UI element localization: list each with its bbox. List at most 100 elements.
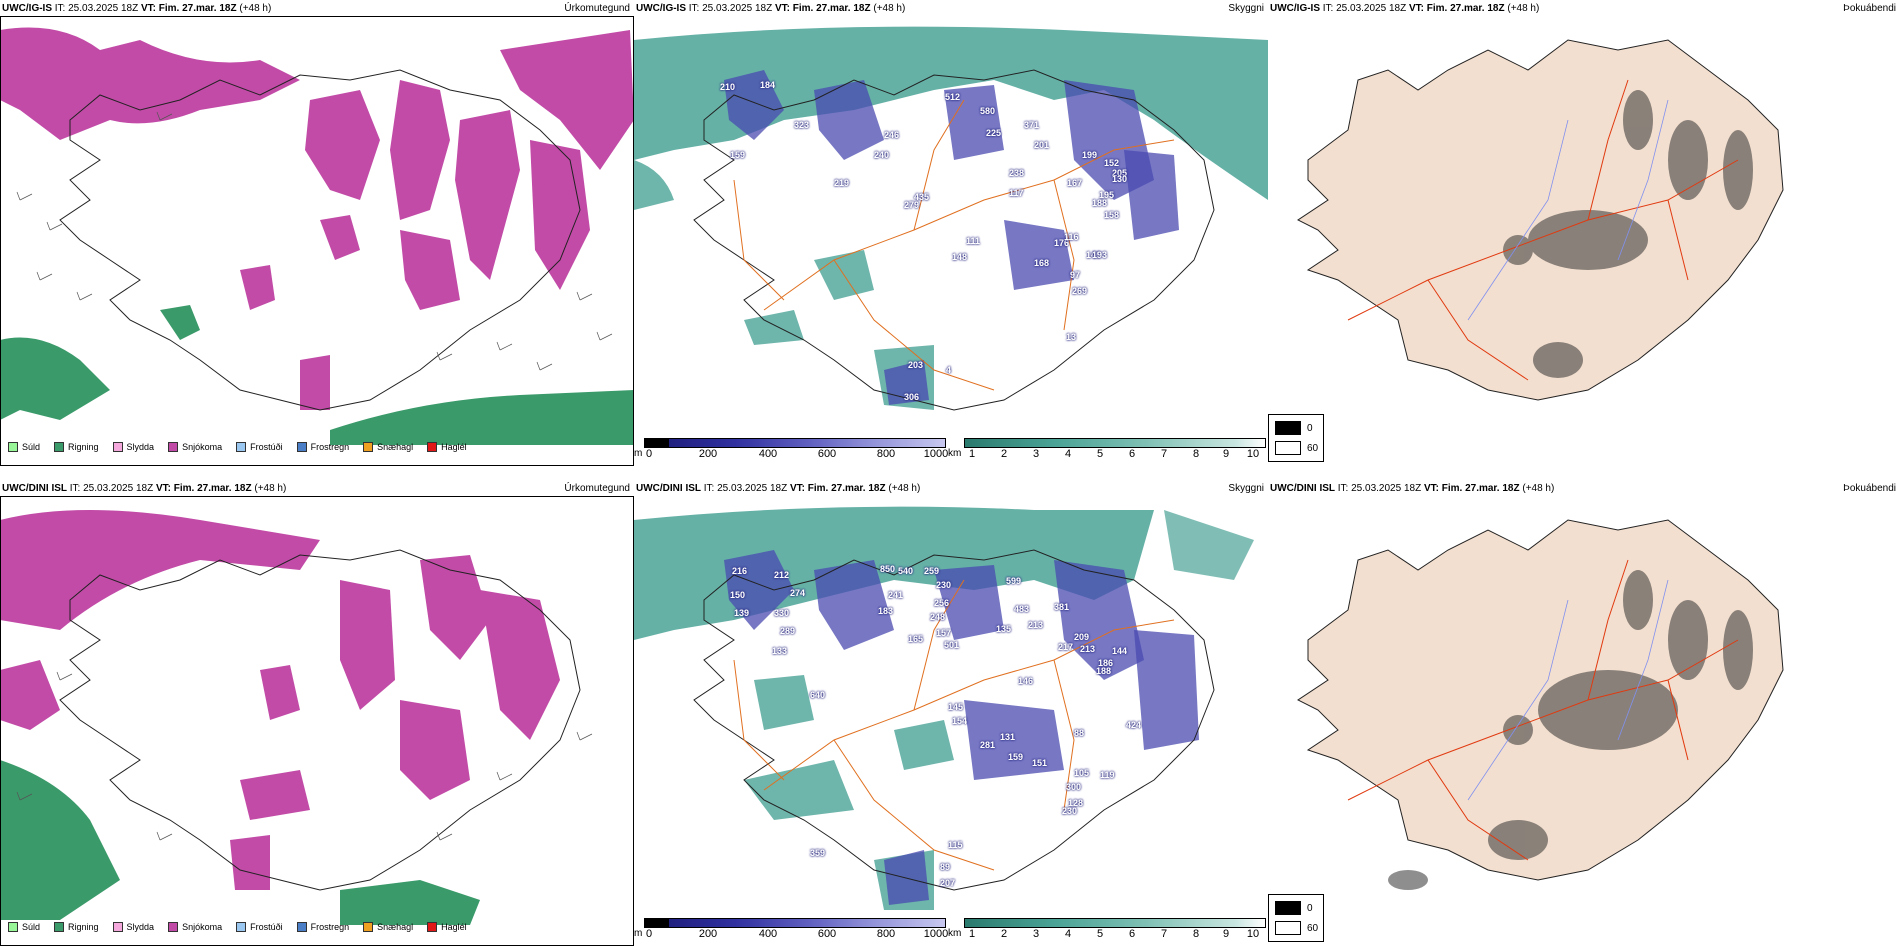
cloud-base-value: 217	[1058, 642, 1074, 652]
visibility-tick: 6	[1128, 448, 1136, 460]
iceland-outline	[59, 69, 581, 411]
precip-map-row2	[0, 496, 634, 946]
visibility-colorbar: km 1 2 3 4 5 6 7 8 9 10	[948, 918, 1268, 946]
cloud-base-value: 225	[986, 128, 1002, 138]
ceiling-colorbar: m 0 200 400 600 800 1000	[634, 438, 948, 466]
cloud-base-value: 259	[924, 566, 940, 576]
snow-area	[390, 80, 450, 220]
iceland-outline	[59, 549, 581, 891]
fog-legend-row: 0	[1275, 901, 1313, 915]
cloud-base-value: 89	[940, 862, 951, 872]
legend-swatch	[363, 922, 374, 932]
fog-shading	[1388, 570, 1753, 890]
cloud-base-value: 144	[1112, 646, 1128, 656]
cloud-base-value: 483	[1014, 604, 1030, 614]
panel-title: UWC/IG-IS IT: 25.03.2025 18Z VT: Fim. 27…	[1270, 3, 1540, 14]
visibility-tick: 5	[1096, 448, 1104, 460]
cloud-base-value: 256	[934, 598, 950, 608]
cloud-base-value: 199	[1082, 150, 1098, 160]
legend-item: Rigning	[54, 922, 99, 932]
cloud-base-value: 195	[1099, 190, 1115, 200]
legend-swatch	[236, 442, 247, 452]
cloud-base-value: 128	[1068, 798, 1084, 808]
cloud-base-value: 148	[952, 252, 968, 262]
cloud-map-row1	[634, 26, 1268, 411]
visibility-tick: 9	[1222, 928, 1230, 940]
cloud-base-value: 119	[1100, 770, 1115, 780]
ceiling-colorbar: m 0 200 400 600 800 1000	[634, 918, 948, 946]
panel-label: Úrkomutegund	[564, 483, 630, 494]
cloud-base-value: 210	[720, 82, 736, 92]
snow-area	[240, 770, 310, 820]
legend-swatch	[8, 922, 18, 932]
snow-area	[540, 150, 570, 210]
cloud-base-value: 435	[914, 192, 930, 202]
visibility-tick: 1	[968, 448, 976, 460]
cloud-base-value: 212	[774, 570, 790, 580]
iceland-outline	[693, 549, 1215, 891]
ceiling-tick: 200	[698, 928, 718, 940]
visibility-area	[754, 675, 814, 730]
cloud-base-value: 424	[1126, 720, 1142, 730]
ceiling-tick: 1000	[923, 448, 949, 460]
fog-panel-row2: UWC/DINI ISL IT: 25.03.2025 18Z VT: Fim.…	[1268, 480, 1900, 950]
fog-map-row2	[1297, 519, 1784, 890]
cloud-base-value: 117	[1009, 188, 1024, 198]
ceiling-tick: 1000	[923, 928, 949, 940]
precip-type-panel-row1: UWC/IG-IS IT: 25.03.2025 18Z VT: Fim. 27…	[0, 0, 634, 470]
fog-legend: 0 60	[1268, 414, 1324, 462]
rain-area	[0, 337, 110, 420]
panel-title: UWC/IG-IS IT: 25.03.2025 18Z VT: Fim. 27…	[2, 3, 272, 14]
cloud-base-value: 238	[1009, 168, 1025, 178]
legend-item: Rigning	[54, 442, 99, 452]
legend-item: Súld	[8, 922, 40, 932]
fog-swatch	[1275, 901, 1301, 915]
ceiling-tick: 400	[758, 448, 778, 460]
legend-swatch	[112, 442, 123, 452]
legend-swatch	[236, 922, 247, 932]
ceiling-tick: 200	[698, 448, 718, 460]
visibility-colorbar: km 1 2 3 4 5 6 7 8 9 10	[948, 438, 1268, 466]
visibility-tick: 2	[1000, 928, 1008, 940]
snow-area	[260, 665, 300, 720]
cloud-base-area	[814, 560, 894, 650]
snow-area	[400, 230, 460, 310]
visibility-area	[634, 26, 1268, 200]
cloud-base-value: 88	[1074, 728, 1085, 738]
precip-legend: Súld Rigning Slydda Snjókoma Frostúði Fr…	[0, 916, 473, 938]
cloud-base-area	[884, 360, 929, 405]
fog-swatch	[1275, 921, 1301, 935]
cloud-base-value: 183	[878, 606, 894, 616]
cloud-base-value: 306	[904, 392, 920, 402]
visibility-tick: 3	[1032, 448, 1040, 460]
cloud-base-value: 371	[1024, 120, 1040, 130]
cloud-base-value: 359	[810, 848, 826, 858]
legend-swatch	[8, 442, 18, 452]
visibility-gradient	[964, 438, 1266, 448]
visibility-gradient	[964, 918, 1266, 928]
ceiling-unit: m	[634, 448, 643, 459]
snow-area	[300, 355, 330, 410]
cloud-base-value: 330	[774, 608, 790, 618]
visibility-tick: 1	[968, 928, 976, 940]
cloud-base-value: 240	[874, 150, 890, 160]
visibility-area	[894, 720, 954, 770]
cloud-base-value: 145	[948, 702, 964, 712]
fog-legend-row: 60	[1275, 441, 1318, 455]
legend-item: Snæhagl	[363, 442, 413, 452]
visibility-area	[634, 160, 674, 210]
ceiling-gradient	[644, 438, 946, 448]
snow-area	[240, 265, 275, 310]
cloud-map-row2	[634, 506, 1254, 910]
cloud-visibility-panel-row1: UWC/IG-IS IT: 25.03.2025 18Z VT: Fim. 27…	[634, 0, 1268, 470]
river-network	[1467, 579, 1669, 801]
cloud-base-value: 640	[810, 690, 826, 700]
cloud-base-value: 184	[760, 80, 776, 90]
visibility-tick: 7	[1160, 928, 1168, 940]
cloud-base-value: 289	[780, 626, 796, 636]
panel-label: Úrkomutegund	[564, 3, 630, 14]
panel-title: UWC/DINI ISL IT: 25.03.2025 18Z VT: Fim.…	[2, 483, 287, 494]
road-network	[733, 579, 1175, 871]
cloud-base-value: 193	[1092, 250, 1108, 260]
panel-label: Þokuábendi	[1843, 483, 1896, 494]
